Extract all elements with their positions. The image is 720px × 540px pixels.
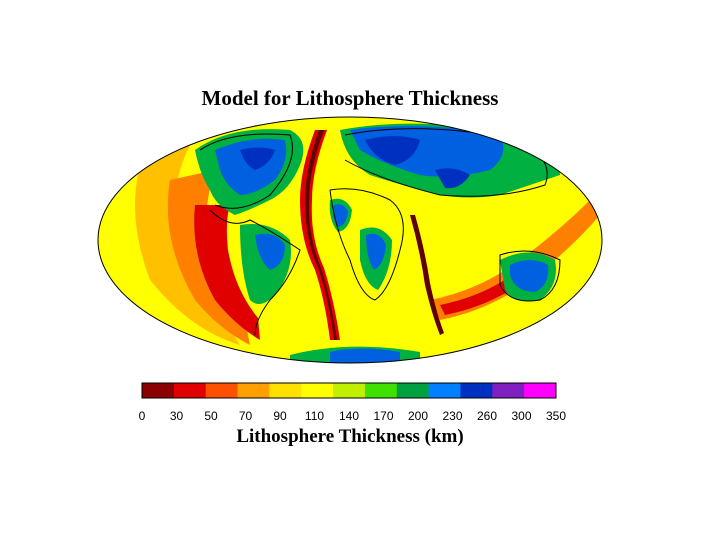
colorbar-tick-label: 140 — [338, 409, 360, 423]
globe-outline — [97, 116, 603, 364]
coastline-australia — [499, 250, 561, 302]
colorbar-tick-label: 230 — [442, 409, 463, 423]
colorbar-swatch — [333, 383, 366, 398]
colorbar-swatch — [396, 383, 430, 398]
colorbar-swatch — [364, 383, 398, 398]
colorbar-swatch — [269, 383, 302, 398]
pacific-band-orange — [167, 170, 250, 345]
colorbar-tick-label: 200 — [407, 409, 429, 423]
coastline-eurasia — [344, 128, 548, 197]
eurasia-core-west — [365, 136, 420, 165]
coastline-africa — [329, 188, 404, 301]
west-africa-shield — [333, 204, 348, 227]
indian-ridge-dark — [410, 215, 444, 335]
colorbar-swatch — [205, 383, 239, 398]
south-america-shield — [255, 233, 285, 270]
globe-fill — [98, 117, 602, 363]
central-africa-shield — [366, 233, 386, 270]
pacific-band-red — [194, 205, 260, 340]
colorbar-tick-label: 300 — [511, 409, 532, 423]
colorbar-tick-label: 350 — [545, 409, 567, 423]
colorbar-swatch — [237, 383, 270, 398]
colorbar-tick-label: 70 — [238, 409, 253, 423]
antarctica-shield — [330, 348, 400, 363]
colorbar-tick-label: 260 — [476, 409, 498, 423]
colorbar-tick-label: 110 — [304, 409, 325, 423]
colorbar-swatch — [524, 383, 557, 398]
colorbar-border — [141, 382, 557, 399]
colorbar-swatch — [301, 383, 334, 398]
colorbar-swatch — [460, 383, 493, 398]
eurasia-core-east — [435, 168, 470, 189]
colorbar-tick-label: 50 — [204, 409, 218, 423]
australia-shield — [510, 260, 549, 292]
colorbar-tick-label: 90 — [273, 409, 287, 423]
coastline-south-america — [209, 209, 301, 336]
colorbar-tick-label: 170 — [373, 409, 394, 423]
colorbar-title: Lithosphere Thickness (km) — [236, 426, 464, 447]
coastline-north-america — [199, 133, 293, 209]
colorbar-swatch — [428, 383, 461, 398]
colorbar-tick-label: 0 — [138, 409, 146, 423]
map-title: Model for Lithosphere Thickness — [201, 86, 499, 110]
colorbar — [141, 382, 557, 399]
colorbar-swatch — [142, 383, 175, 398]
indian-band-orange — [430, 200, 600, 320]
colorbar-swatch — [492, 383, 525, 398]
colorbar-tick-label: 30 — [169, 409, 184, 423]
north-america-core — [240, 147, 275, 170]
colorbar-swatch — [173, 383, 207, 398]
pacific-band-yellow-orange — [135, 130, 240, 345]
